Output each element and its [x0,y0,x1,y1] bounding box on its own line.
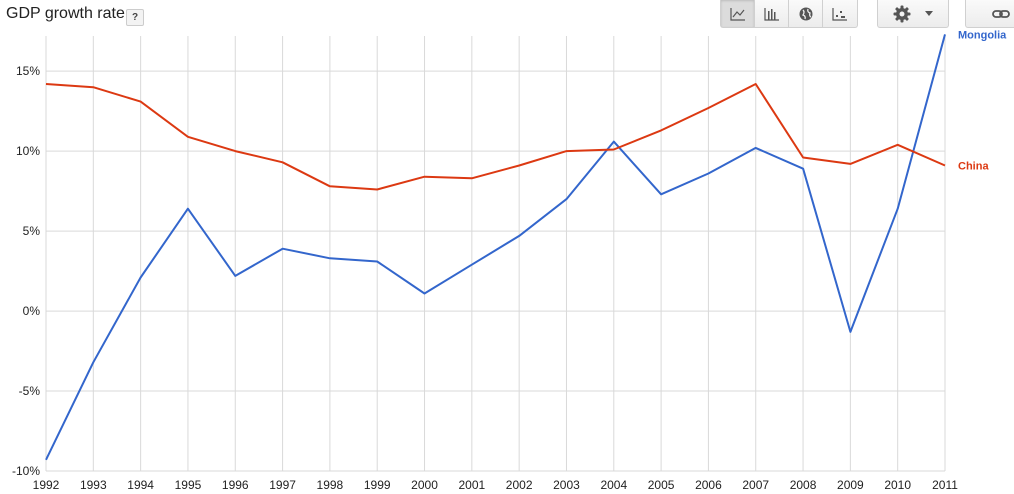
series-line-mongolia [45,34,946,461]
y-tick-label: -5% [19,384,41,398]
link-icon [992,9,1010,18]
x-tick-label: 2002 [506,478,533,492]
x-tick-label: 2000 [411,478,438,492]
x-tick-label: 1992 [33,478,60,492]
x-tick-label: 1997 [269,478,296,492]
x-tick-label: 2009 [837,478,864,492]
x-tick-label: 2004 [600,478,627,492]
line-chart-button[interactable] [721,0,755,27]
map-chart-button[interactable] [789,0,823,27]
y-tick-label: 10% [16,144,40,158]
bar-chart-icon [763,7,779,21]
y-tick-label: 0% [23,304,41,318]
x-tick-label: 1996 [222,478,249,492]
x-tick-label: 1995 [175,478,202,492]
gear-icon [893,5,911,22]
link-button[interactable] [965,0,1014,28]
x-tick-label: 1998 [317,478,344,492]
chart-type-toolbar [720,0,858,28]
y-tick-label: 5% [23,224,41,238]
bar-chart-button[interactable] [755,0,789,27]
line-chart-icon [729,7,745,21]
x-tick-label: 2010 [884,478,911,492]
y-tick-label: -10% [12,464,40,478]
x-tick-label: 2005 [648,478,675,492]
x-tick-label: 1993 [80,478,107,492]
scatter-chart-icon [832,7,847,21]
scatter-chart-button[interactable] [823,0,857,27]
chart-title: GDP growth rate [6,5,125,22]
settings-menu-button[interactable] [877,0,949,28]
x-tick-label: 1999 [364,478,391,492]
x-tick-label: 2008 [790,478,817,492]
x-tick-label: 2011 [932,478,958,492]
x-tick-label: 1994 [127,478,154,492]
x-tick-label: 2003 [553,478,580,492]
x-tick-label: 2006 [695,478,722,492]
x-tick-label: 2007 [742,478,769,492]
help-button[interactable]: ? [126,9,144,26]
globe-map-icon [799,7,812,20]
caret-down-icon [925,11,933,16]
y-tick-label: 15% [16,64,40,78]
series-label-mongolia: Mongolia [958,29,1007,41]
series-label-china: China [958,161,989,173]
series-line-china [45,83,946,191]
x-tick-label: 2001 [458,478,485,492]
